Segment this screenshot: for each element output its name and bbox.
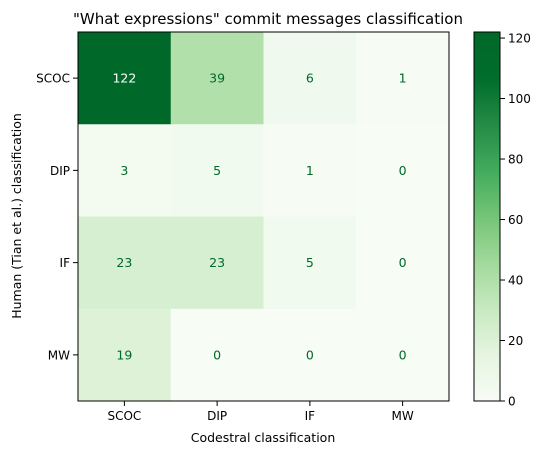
colorbar-tick-label: 100 xyxy=(508,92,531,106)
heatmap-cell-mw-if xyxy=(263,308,357,402)
cell-value-label: 23 xyxy=(209,255,225,270)
cell-value-label: 5 xyxy=(306,255,314,270)
cell-value-label: 39 xyxy=(209,71,225,86)
heatmap-cell-if-mw xyxy=(356,216,450,310)
colorbar-tick-label: 40 xyxy=(508,274,523,288)
colorbar-tick-label: 60 xyxy=(508,213,523,227)
x-axis-ticks: SCOC DIP IF MW xyxy=(107,401,414,423)
cell-value-label: 19 xyxy=(116,347,132,362)
cell-value-label: 122 xyxy=(112,71,136,86)
heatmap-cell-labels: 122 39 6 1 3 5 1 0 23 23 5 0 19 0 0 0 xyxy=(112,71,406,363)
x-axis-label: Codestral classification xyxy=(191,430,336,445)
cell-value-label: 23 xyxy=(116,255,132,270)
colorbar-tick-label: 20 xyxy=(508,334,523,348)
y-tick-label: DIP xyxy=(50,164,70,178)
y-axis-ticks: SCOC DIP IF MW xyxy=(36,72,78,362)
chart-title: "What expressions" commit messages class… xyxy=(73,10,463,28)
heatmap-cell-scoc-mw xyxy=(356,32,450,125)
heatmap-cell-scoc-scoc xyxy=(78,32,172,125)
colorbar xyxy=(473,31,501,402)
cell-value-label: 0 xyxy=(306,347,314,362)
y-tick-label: SCOC xyxy=(36,72,70,86)
heatmap-cell-if-dip xyxy=(170,216,264,310)
heatmap-cell-dip-mw xyxy=(356,124,450,217)
heatmap-cell-if-if xyxy=(263,216,357,310)
colorbar-tick-label: 0 xyxy=(508,395,516,409)
cell-value-label: 0 xyxy=(399,347,407,362)
heatmap-cells xyxy=(78,32,450,402)
x-tick-label: IF xyxy=(305,409,316,423)
y-tick-label: MW xyxy=(48,348,70,362)
heatmap-cell-mw-scoc xyxy=(78,308,172,402)
cell-value-label: 0 xyxy=(399,163,407,178)
heatmap-cell-dip-dip xyxy=(170,124,264,217)
heatmap-cell-scoc-dip xyxy=(170,32,264,125)
heatmap-cell-mw-dip xyxy=(170,308,264,402)
colorbar-tick-label: 120 xyxy=(508,32,531,46)
heatmap-cell-dip-if xyxy=(263,124,357,217)
plot-frame xyxy=(77,31,450,402)
heatmap-cell-mw-mw xyxy=(356,308,450,402)
colorbar-ticks: 0 20 40 60 80 100 120 xyxy=(500,32,531,409)
cell-value-label: 3 xyxy=(120,163,128,178)
y-axis-label: Human (Tian et al.) classification xyxy=(9,113,24,319)
cell-value-label: 1 xyxy=(306,163,314,178)
y-tick-label: IF xyxy=(60,256,71,270)
x-tick-label: DIP xyxy=(207,409,227,423)
x-tick-label: SCOC xyxy=(107,409,141,423)
cell-value-label: 6 xyxy=(306,71,314,86)
cell-value-label: 0 xyxy=(213,347,221,362)
cell-value-label: 0 xyxy=(399,255,407,270)
cell-value-label: 1 xyxy=(399,71,407,86)
heatmap-cell-if-scoc xyxy=(78,216,172,310)
cell-value-label: 5 xyxy=(213,163,221,178)
colorbar-tick-label: 80 xyxy=(508,153,523,167)
x-tick-label: MW xyxy=(392,409,414,423)
heatmap-cell-dip-scoc xyxy=(78,124,172,217)
heatmap-cell-scoc-if xyxy=(263,32,357,125)
